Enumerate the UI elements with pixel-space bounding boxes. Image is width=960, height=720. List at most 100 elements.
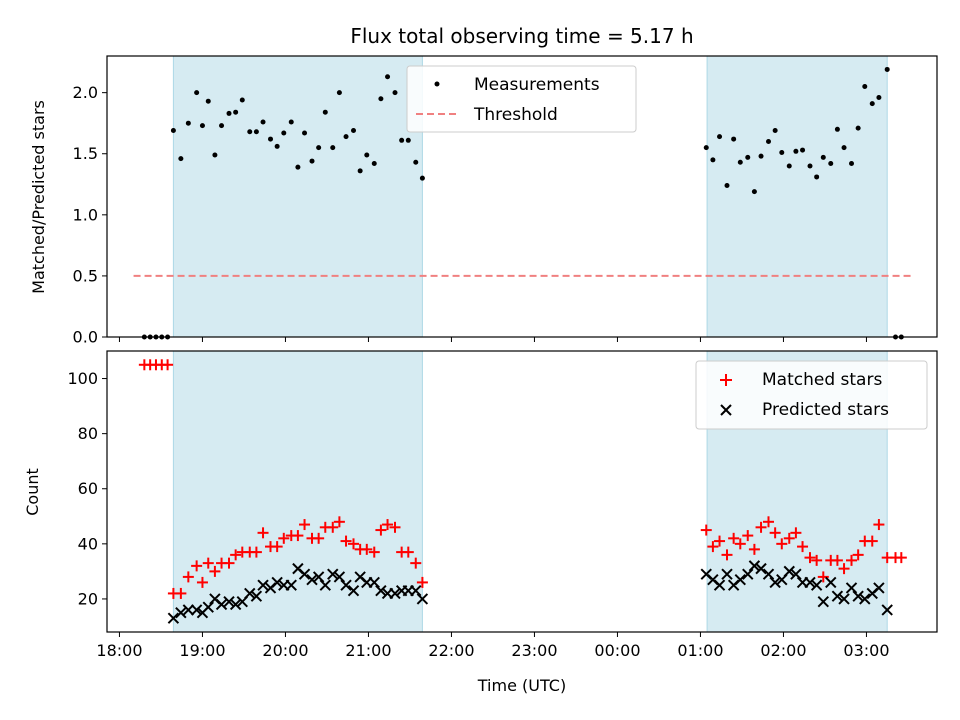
matched-stars-point [333, 516, 345, 528]
measurements-point [834, 126, 840, 132]
measurements-point [364, 152, 370, 158]
predicted-stars-point [333, 571, 346, 583]
predicted-stars-point [375, 584, 387, 597]
matched-stars-point [873, 519, 885, 531]
measurements-legend-label: Measurements [474, 75, 600, 95]
measurements-point [751, 189, 757, 195]
measurements-point [194, 90, 200, 96]
matched-stars-point [361, 543, 373, 555]
predicted-stars-point [327, 568, 339, 580]
measurements-point [253, 129, 259, 135]
predicted-stars-point [257, 579, 269, 591]
measurements-point [800, 147, 806, 153]
matched-stars-point [175, 587, 187, 599]
predicted-stars-point [271, 576, 283, 589]
predicted-stars-point [416, 593, 429, 605]
predicted-stars-point [347, 584, 360, 597]
measurements-point [405, 137, 411, 143]
matched-stars-legend-marker [720, 374, 732, 386]
measurements-point [309, 158, 315, 164]
measurements-point [745, 154, 751, 160]
predicted-stars-point [389, 587, 401, 600]
predicted-stars-point [831, 590, 844, 602]
count-y-ticks: 20 40 60 80 100 [67, 369, 107, 608]
matched-stars-point [348, 538, 360, 550]
matched-stars-point [402, 546, 414, 558]
predicted-stars-point [838, 593, 850, 605]
x-tick-label: 03:00 [843, 641, 889, 660]
measurements-point [302, 130, 308, 136]
matched-stars-point [223, 557, 235, 569]
measurements-point [239, 97, 245, 103]
predicted-stars-point [202, 601, 214, 613]
matched-stars-point [340, 535, 352, 547]
measurements-point [378, 96, 384, 102]
matched-stars-point [748, 543, 760, 555]
measurements-point [212, 152, 218, 158]
measurements-point [351, 128, 357, 134]
count-legend: Matched stars Predicted stars [695, 360, 928, 430]
measurements-point [260, 119, 266, 125]
matched-stars-point [866, 535, 878, 547]
count-x-ticks: 18:00 19:00 20:00 21:00 22:00 23:00 00:00 01:00… [96, 632, 890, 660]
measurements-point [717, 134, 723, 140]
matched-stars-point [292, 530, 304, 542]
matched-stars-point [299, 519, 311, 531]
count-legend-box [695, 360, 928, 430]
measurements-point [820, 154, 826, 160]
matched-stars-point [721, 549, 733, 561]
predicted-stars-point [244, 587, 256, 600]
measurements-point [343, 134, 349, 140]
matched-stars-point [811, 554, 823, 566]
matched-stars-point [769, 527, 781, 539]
predicted-stars-point [285, 579, 297, 591]
predicted-stars-point [810, 579, 823, 591]
measurements-point [779, 150, 785, 156]
measurements-point [758, 153, 764, 159]
ratio-legend-box [406, 65, 637, 133]
measurements-point [357, 168, 363, 174]
predicted-stars-point [312, 571, 325, 583]
predicted-stars-point [873, 582, 885, 594]
matched-stars-point [790, 527, 802, 539]
measurements-point [703, 145, 709, 151]
matched-stars-point [209, 565, 221, 577]
count-y-axis-label: Count [23, 468, 42, 516]
x-tick-label: 19:00 [179, 641, 225, 660]
measurements-point [170, 128, 176, 134]
count-series [138, 359, 907, 624]
measurements-point [336, 90, 342, 96]
measurements-point [862, 84, 868, 90]
measurements-point [288, 119, 294, 125]
matched-stars-point [783, 532, 795, 544]
matched-stars-point [831, 554, 843, 566]
predicted-stars-point [340, 579, 352, 591]
ratio-y-ticks: 0.0 0.5 1.0 1.5 2.0 [73, 83, 107, 347]
measurements-point [233, 109, 239, 115]
matched-stars-point [230, 549, 242, 561]
y-tick-label: 100 [67, 369, 98, 388]
y-tick-label: 40 [78, 534, 98, 553]
count-plot-frame [106, 350, 938, 633]
measurements-point [884, 66, 890, 72]
matched-stars-point [162, 359, 174, 371]
measurements-point [807, 163, 813, 169]
measurements-point [178, 156, 184, 162]
matched-stars-point [817, 571, 829, 583]
measurements-point [419, 175, 425, 181]
predicted-stars-point [734, 573, 746, 586]
measurements-point [219, 123, 225, 129]
x-tick-label: 20:00 [262, 641, 308, 660]
y-tick-label: 1.0 [73, 205, 98, 224]
matched-stars-point [714, 535, 726, 547]
measurements-point [731, 136, 737, 142]
y-tick-label: 80 [78, 424, 98, 443]
matched-stars-point [382, 519, 394, 531]
x-tick-label: 22:00 [428, 641, 474, 660]
predicted-stars-point [817, 595, 829, 608]
measurements-point [855, 125, 861, 131]
measurements-point [199, 123, 205, 129]
predicted-stars-point [215, 598, 228, 611]
y-tick-label: 20 [78, 589, 98, 608]
predicted-stars-point [713, 579, 726, 591]
